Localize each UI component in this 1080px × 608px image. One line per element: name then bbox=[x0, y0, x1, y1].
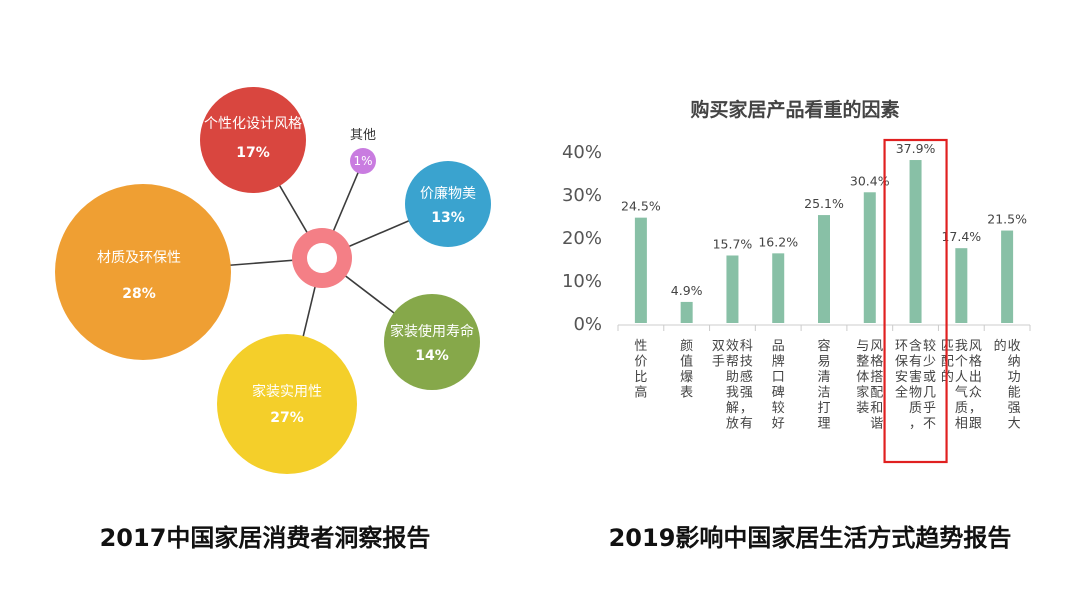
y-tick-label-3: 30% bbox=[562, 185, 602, 206]
bar-0 bbox=[634, 217, 647, 323]
bubble-4 bbox=[217, 334, 357, 474]
bar-value-label-0: 24.5% bbox=[621, 199, 661, 214]
bar-value-label-8: 21.5% bbox=[987, 212, 1027, 227]
bubble-label-3: 家装使用寿命 bbox=[390, 323, 474, 340]
x-category-text-7: 风格出众，跟我个人气质相匹配的 bbox=[941, 339, 982, 432]
bar-1 bbox=[680, 301, 693, 323]
x-category-text-0: 性价比高 bbox=[634, 339, 647, 401]
bar-8 bbox=[1001, 230, 1014, 323]
bar-value-label-2: 15.7% bbox=[713, 236, 753, 251]
bar-value-label-3: 16.2% bbox=[758, 234, 798, 249]
bubble-1 bbox=[350, 148, 376, 174]
bar-4 bbox=[818, 215, 830, 323]
bubble-value-5: 28% bbox=[122, 286, 156, 302]
x-category-label-3: 品牌口碑较好 bbox=[772, 339, 785, 432]
x-category-text-1: 颜值爆表 bbox=[680, 338, 693, 401]
bubble-2 bbox=[405, 161, 491, 247]
bubble-label-2: 价廉物美 bbox=[420, 185, 476, 202]
bar-7 bbox=[955, 248, 968, 323]
bubble-label-0: 个性化设计风格 bbox=[204, 116, 302, 132]
x-category-text-8: 收纳功能强大的 bbox=[994, 338, 1021, 432]
x-category-label-1: 颜值爆表 bbox=[680, 338, 693, 401]
y-tick-label-0: 0% bbox=[573, 314, 602, 335]
y-tick-label-1: 10% bbox=[562, 271, 602, 292]
caption-left: 2017中国家居消费者洞察报告 bbox=[99, 524, 431, 552]
bubble-value-4: 27% bbox=[270, 410, 304, 426]
x-category-label-2: 科技感强，有效帮助我解放双手 bbox=[712, 339, 753, 432]
bubble-label-1: 其他 bbox=[350, 128, 376, 143]
bubble-0 bbox=[200, 87, 306, 193]
highlight-box bbox=[883, 138, 948, 464]
bar-value-label-4: 25.1% bbox=[804, 196, 844, 211]
x-category-text-2: 科技感强，有效帮助我解放双手 bbox=[712, 339, 753, 432]
x-category-label-8: 收纳功能强大的 bbox=[994, 338, 1021, 432]
bar-2 bbox=[726, 255, 739, 323]
caption-right: 2019影响中国家居生活方式趋势报告 bbox=[608, 524, 1012, 552]
bubble-5 bbox=[55, 184, 231, 360]
x-category-text-6: 较少或几乎不含有害物质，环保安全 bbox=[895, 338, 936, 432]
x-category-label-7: 风格出众，跟我个人气质相匹配的 bbox=[941, 339, 982, 432]
x-category-label-4: 容易清洁打理 bbox=[817, 338, 830, 432]
x-category-text-3: 品牌口碑较好 bbox=[772, 339, 785, 432]
x-category-text-4: 容易清洁打理 bbox=[817, 338, 830, 432]
bubble-chart: 个性化设计风格 17% 其他 1% 价廉物美 13% 家装使用寿命 14% 家装实用性 27% 材质… bbox=[55, 87, 491, 474]
bar-5 bbox=[863, 192, 876, 323]
x-category-label-0: 性价比高 bbox=[634, 339, 647, 401]
y-tick-label-2: 20% bbox=[562, 228, 602, 249]
bubble-value-0: 17% bbox=[236, 145, 270, 161]
bar-value-label-5: 30.4% bbox=[850, 173, 890, 188]
bar-value-label-7: 17.4% bbox=[941, 229, 981, 244]
x-category-text-5: 风格搭配和谐与整体家装 bbox=[856, 339, 883, 432]
bubble-3 bbox=[384, 294, 480, 390]
x-category-label-5: 风格搭配和谐与整体家装 bbox=[856, 339, 883, 432]
y-tick-label-4: 40% bbox=[562, 142, 602, 163]
bar-chart-title: 购买家居产品看重的因素 bbox=[690, 98, 899, 121]
bar-chart: 购买家居产品看重的因素 0% 10% 20% 30% 40% 24.5% 性价比高 4.9% 颜值… bbox=[562, 98, 1031, 464]
bar-6 bbox=[909, 160, 922, 323]
bubble-value-1: 1% bbox=[353, 154, 372, 168]
bar-3 bbox=[772, 253, 785, 323]
bubble-value-2: 13% bbox=[431, 210, 465, 226]
bubble-value-3: 14% bbox=[415, 348, 449, 364]
bubble-label-5: 材质及环保性 bbox=[97, 250, 181, 266]
center-ring-hole bbox=[307, 243, 337, 273]
x-category-label-6: 较少或几乎不含有害物质，环保安全 bbox=[895, 338, 936, 432]
bar-value-label-6: 37.9% bbox=[896, 141, 936, 156]
bar-value-label-1: 4.9% bbox=[671, 283, 703, 298]
bubble-label-4: 家装实用性 bbox=[252, 383, 322, 400]
